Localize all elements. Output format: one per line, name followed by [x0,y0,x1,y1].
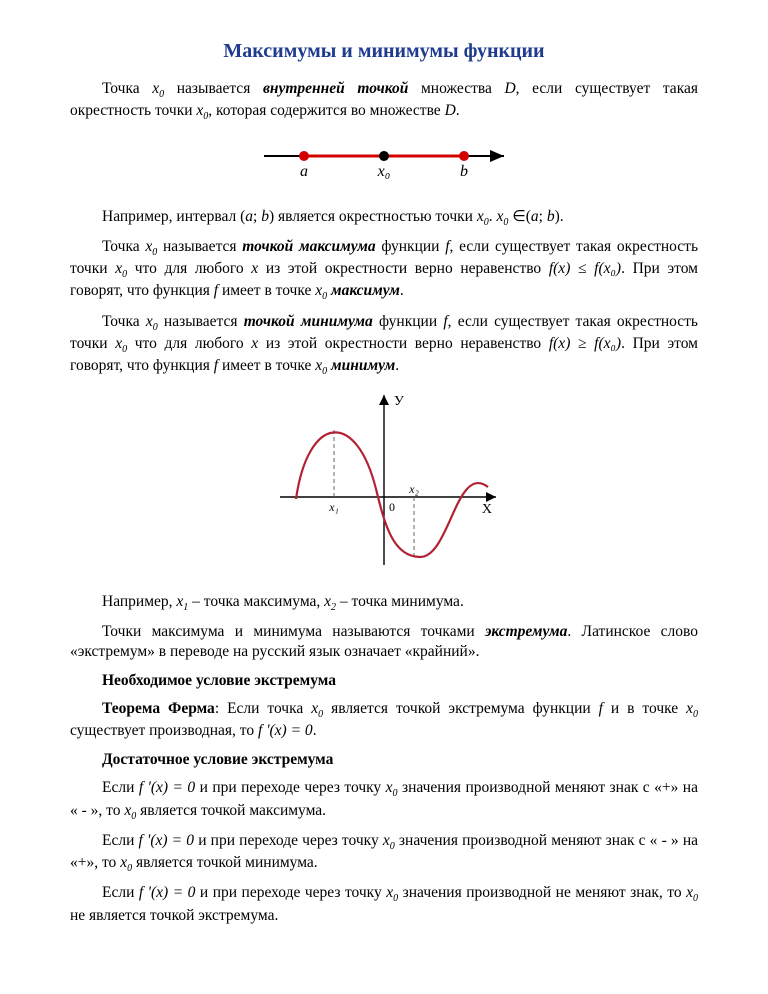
function-plot-svg: X У 0 x₁ x₂ [264,387,504,577]
paragraph-suf-none: Если f '(x) = 0 и при переходе через точ… [70,883,698,926]
page-title: Максимумы и минимумы функции [70,40,698,63]
svg-text:a: a [300,163,308,180]
svg-text:X: X [482,502,492,517]
paragraph-fermat: Теорема Ферма: Если точка x0 является то… [70,699,698,742]
paragraph-suf-max: Если f '(x) = 0 и при переходе через точ… [70,778,698,823]
svg-text:x₀: x₀ [377,163,391,180]
paragraph-example-extrema: Например, x1 – точка максимума, x2 – точ… [70,592,698,614]
svg-text:У: У [394,394,404,409]
figure-number-line: a x₀ b [70,132,698,197]
svg-text:b: b [460,163,468,180]
paragraph-inner-point: Точка x0 называется внутренней точкой мн… [70,79,698,124]
heading-sufficient: Достаточное условие экстремума [70,750,698,770]
paragraph-example-interval: Например, интервал (a; b) является окрес… [70,207,698,229]
svg-text:0: 0 [389,500,395,514]
figure-function-plot: X У 0 x₁ x₂ [70,387,698,582]
svg-text:x₁: x₁ [328,500,339,514]
number-line-svg: a x₀ b [244,132,524,192]
paragraph-extremum-def: Точки максимума и минимума называются то… [70,622,698,663]
paragraph-maximum-def: Точка x0 называется точкой максимума фун… [70,237,698,304]
paragraph-suf-min: Если f '(x) = 0 и при переходе через точ… [70,831,698,876]
document-page: Максимумы и минимумы функции Точка x0 на… [0,0,768,994]
paragraph-minimum-def: Точка x0 называется точкой минимума функ… [70,312,698,379]
heading-necessary: Необходимое условие экстремума [70,671,698,691]
svg-text:x₂: x₂ [408,482,419,496]
